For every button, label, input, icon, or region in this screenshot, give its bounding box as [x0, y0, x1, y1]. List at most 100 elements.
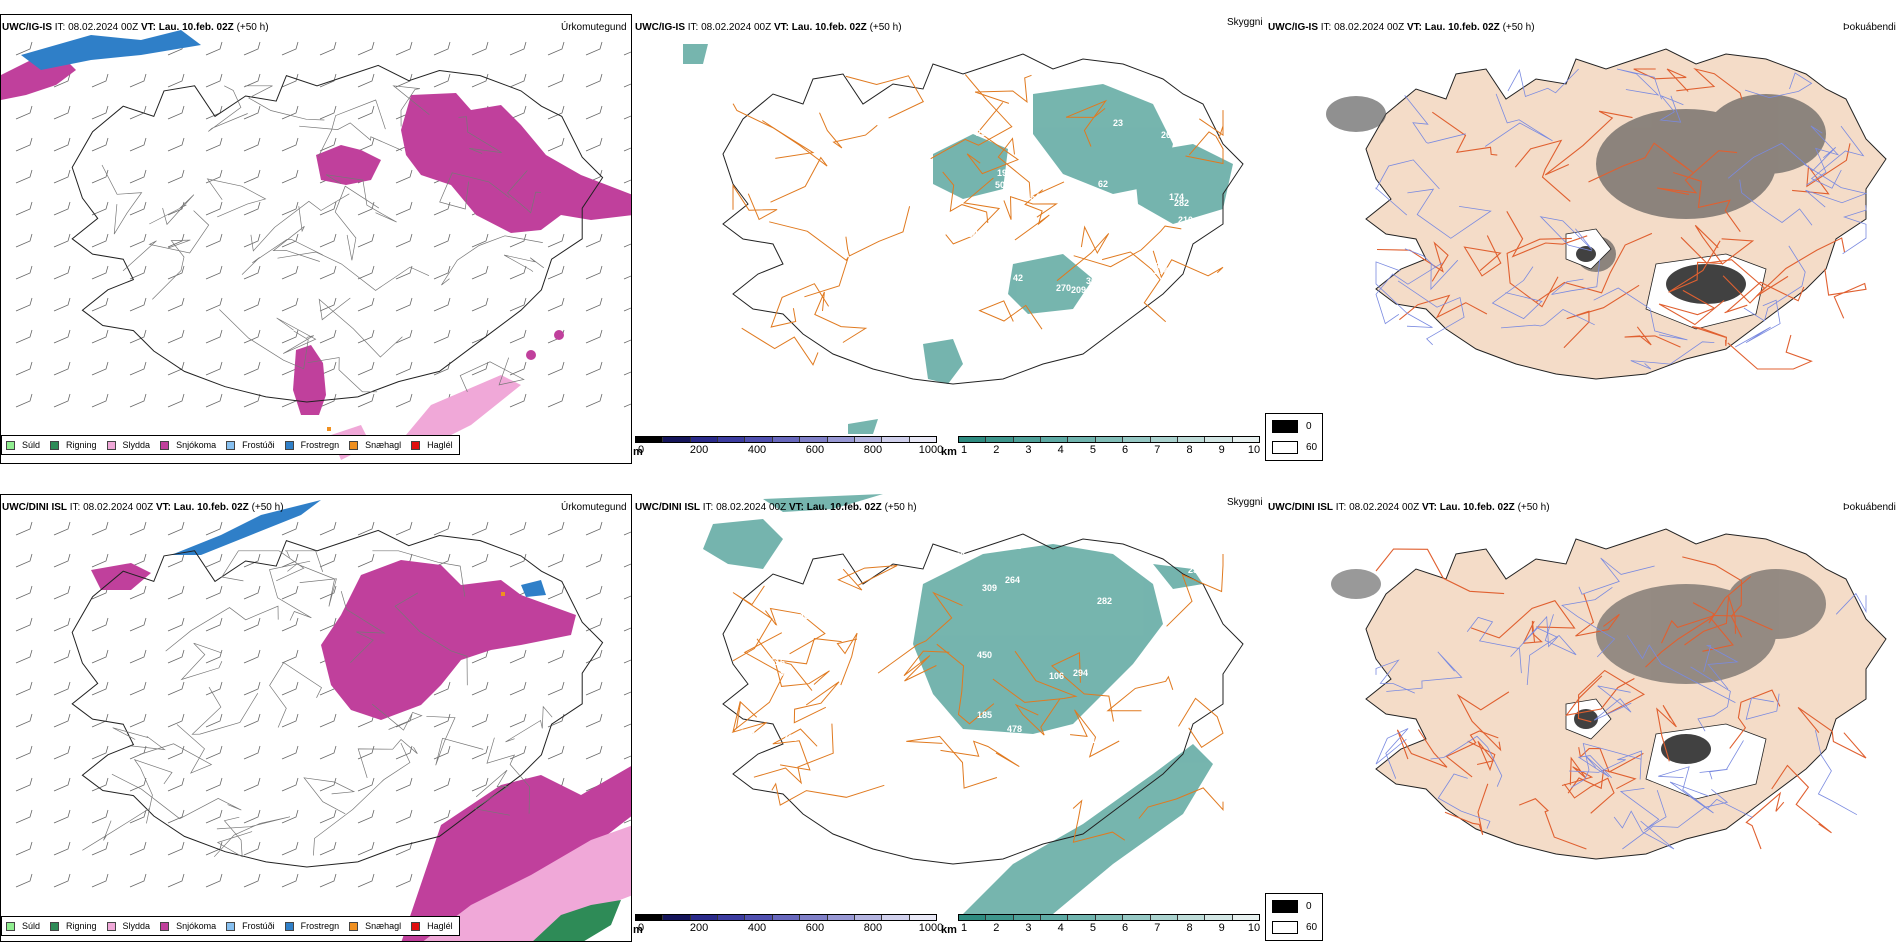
wind-barb — [15, 745, 33, 760]
legend-item-5: Frostregn — [284, 921, 339, 931]
colorbar-tick: 1 — [960, 922, 968, 934]
wind-barb — [281, 265, 299, 280]
wind-barb — [129, 873, 147, 888]
legend-label: Slydda — [122, 921, 151, 931]
road-line — [269, 662, 322, 728]
cloud-base-label: 207 — [836, 613, 851, 623]
wind-barb — [15, 585, 33, 600]
road-line — [1676, 67, 1743, 100]
panel-title-6: Þokuábendi — [1843, 502, 1896, 513]
colorbar-cell — [1095, 915, 1124, 920]
wind-barb — [281, 649, 299, 664]
legend-item-0: Súld — [6, 921, 40, 931]
road-line — [1633, 68, 1689, 92]
legend-item-2: Slydda — [106, 921, 151, 931]
wind-barb — [91, 809, 109, 824]
wind-barb — [15, 137, 33, 152]
cloud-base-label: 150 — [995, 241, 1010, 251]
colorbar-cell — [854, 437, 883, 442]
road-line — [1835, 592, 1867, 615]
wind-barb — [129, 809, 147, 824]
panel-title-3: Þokuábendi — [1843, 22, 1896, 33]
wind-barb — [509, 41, 527, 56]
road-line — [1673, 171, 1741, 233]
wind-barb — [623, 243, 631, 248]
road-line — [250, 193, 350, 252]
wind-barb — [357, 73, 375, 88]
road-line — [1588, 142, 1694, 183]
legend-label: Haglél — [427, 921, 453, 931]
road-line — [1797, 706, 1867, 759]
legend-swatch — [284, 440, 294, 450]
visibility-unit: km — [941, 924, 957, 936]
roads — [82, 550, 553, 858]
road-line — [1692, 576, 1752, 624]
wind-barb — [585, 681, 603, 696]
wind-barb — [547, 265, 565, 280]
road-line — [771, 782, 885, 806]
road-line — [486, 737, 530, 814]
road-line — [1539, 216, 1593, 252]
wind-barb — [357, 329, 375, 344]
road-line — [1744, 72, 1813, 99]
wind-barb — [585, 393, 603, 408]
road-line — [732, 103, 815, 159]
legend-label: Frostregn — [300, 440, 340, 450]
wind-barb — [357, 777, 375, 792]
iceland-coastline — [722, 533, 1244, 865]
wind-barb — [471, 233, 489, 248]
road-line — [439, 172, 510, 210]
legend-label: Snjókoma — [176, 440, 217, 450]
wind-barb — [205, 265, 223, 280]
wind-barb — [509, 73, 527, 88]
legend-swatch — [226, 440, 236, 450]
wind-barb — [585, 73, 603, 88]
cloud-base-label: 464 — [799, 611, 814, 621]
road-line — [112, 727, 166, 751]
wind-barb — [433, 521, 451, 536]
legend-label: Frostúði — [242, 921, 275, 931]
cloud-base-label: 62 — [1098, 179, 1108, 189]
wind-barb — [15, 841, 33, 856]
wind-barb — [53, 745, 71, 760]
wind-barb — [395, 265, 413, 280]
roads — [101, 85, 545, 393]
cloud-base-label: 485 — [838, 620, 853, 630]
road-line — [213, 816, 290, 858]
panel-header-1: UWC/IG-IS IT: 08.02.2024 00Z VT: Lau. 10… — [2, 22, 269, 33]
wind-barb — [623, 563, 631, 568]
cloud-base-label: 281 — [924, 698, 939, 708]
wind-barb — [585, 105, 603, 120]
road-line — [1630, 341, 1715, 370]
colorbar-cell — [663, 915, 691, 920]
legend-label: Frostúði — [242, 440, 275, 450]
wind-barb — [243, 745, 261, 760]
legend-swatch — [6, 921, 15, 931]
road-line — [1743, 245, 1806, 322]
wind-barb — [319, 841, 337, 856]
colorbar-cell — [827, 915, 855, 920]
cloud-base-colorbar: 0 200 400 600 800 1000 — [635, 436, 943, 457]
wind-barb — [15, 809, 33, 824]
wind-barb — [357, 521, 375, 536]
wind-barb — [243, 105, 261, 120]
legend-item-7: Haglél — [411, 440, 453, 450]
cloud-base-label: 106 — [1049, 671, 1064, 681]
colorbar-cell — [690, 915, 719, 920]
wind-barb — [91, 361, 109, 376]
wind-barb — [129, 297, 147, 312]
wind-barb — [547, 137, 565, 152]
wind-barb — [53, 681, 71, 696]
wind-barb — [205, 361, 223, 376]
road-line — [245, 85, 325, 121]
road-line — [276, 317, 317, 354]
wind-barb — [129, 745, 147, 760]
wind-barb — [243, 265, 261, 280]
wind-barb — [547, 361, 565, 376]
wind-barb — [53, 201, 71, 216]
road-line — [82, 808, 150, 851]
wind-barb — [167, 361, 185, 376]
road-line — [1745, 693, 1780, 720]
colorbar-cell — [1232, 437, 1259, 442]
wind-barb — [91, 553, 109, 568]
